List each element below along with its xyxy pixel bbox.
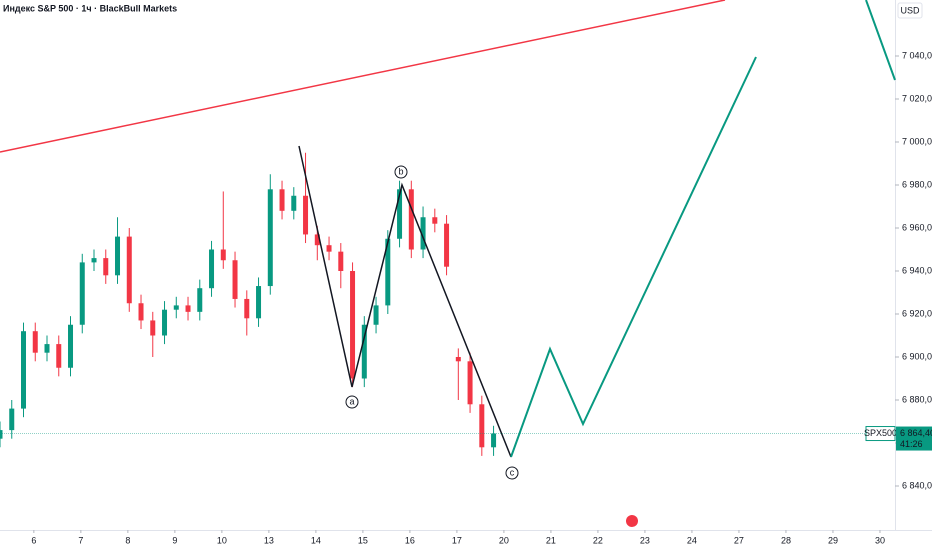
- candle-body: [326, 245, 332, 252]
- candle-body: [361, 324, 367, 379]
- candle-body: [68, 324, 74, 368]
- x-tick-label: 20: [499, 535, 509, 545]
- candle-body: [267, 189, 273, 287]
- x-tick-label: 7: [78, 535, 83, 545]
- candle-body: [173, 305, 179, 310]
- candle-body: [9, 408, 15, 431]
- candle-body: [138, 303, 144, 321]
- candle-body: [115, 236, 121, 276]
- candle-body: [209, 249, 215, 289]
- x-tick-label: 21: [546, 535, 556, 545]
- x-tick-label: 13: [264, 535, 274, 545]
- x-tick-label: 16: [405, 535, 415, 545]
- candle-body: [150, 320, 156, 336]
- candle-body: [455, 356, 461, 362]
- y-tick-label: 6 980,00: [902, 179, 932, 189]
- candle-body: [0, 430, 3, 439]
- candle-body: [420, 217, 426, 250]
- candles: [0, 152, 497, 456]
- candle-body: [279, 189, 285, 211]
- x-tick-label: 10: [217, 535, 227, 545]
- x-tick-label: 14: [311, 535, 321, 545]
- x-tick-label: 9: [172, 535, 177, 545]
- event-icon[interactable]: [626, 515, 638, 527]
- candle-body: [467, 361, 473, 405]
- candle-body: [432, 217, 438, 224]
- x-tick-label: 29: [828, 535, 838, 545]
- wave-abc: [298, 145, 512, 458]
- y-tick-label: 6 880,00: [902, 394, 932, 404]
- candle-body: [373, 305, 379, 325]
- candle-body: [56, 344, 62, 368]
- candle-body: [244, 298, 250, 319]
- y-tick-label: 6 960,00: [902, 222, 932, 232]
- y-tick-label: 7 000,00: [902, 136, 932, 146]
- x-tick-label: 28: [781, 535, 791, 545]
- candle-body: [197, 288, 203, 312]
- x-tick-label: 23: [640, 535, 650, 545]
- candle-body: [103, 258, 109, 276]
- y-tick-label: 6 900,00: [902, 351, 932, 361]
- wave-label: a: [349, 396, 354, 406]
- projection: [510, 56, 757, 458]
- x-tick-label: 6: [31, 535, 36, 545]
- price-box: [896, 426, 932, 451]
- projection: [865, 0, 896, 81]
- candle-body: [479, 404, 485, 448]
- trend-line: [0, 0, 726, 153]
- wave-marker: [345, 395, 359, 409]
- currency: USD: [900, 5, 920, 15]
- candle-body: [291, 195, 297, 211]
- x-tick-label: 24: [687, 535, 697, 545]
- candle-body: [91, 258, 97, 263]
- x-tick-label: 27: [734, 535, 744, 545]
- x-tick-label: 8: [125, 535, 130, 545]
- x-tick-label: 30: [875, 535, 885, 545]
- x-tick-label: 15: [358, 535, 368, 545]
- candle-body: [32, 331, 38, 353]
- candle-body: [350, 270, 356, 379]
- countdown: 41:26: [900, 439, 923, 449]
- symbol-label: SPX500: [864, 428, 897, 438]
- chart-title: Индекс S&P 500 · 1ч · BlackBull Markets: [3, 3, 177, 13]
- x-tick-label: 22: [593, 535, 603, 545]
- candle-body: [314, 234, 320, 246]
- candle-body: [79, 262, 85, 325]
- candle-body: [21, 331, 27, 409]
- candle-body: [491, 433, 497, 448]
- candle-body: [303, 195, 309, 235]
- wave-marker: [505, 466, 519, 480]
- candle-body: [444, 223, 450, 267]
- x-tick-label: 17: [452, 535, 462, 545]
- y-tick-label: 7 040,00: [902, 50, 932, 60]
- candle-body: [126, 236, 132, 304]
- y-tick-label: 6 840,00: [902, 480, 932, 490]
- currency-box[interactable]: [897, 2, 923, 19]
- symbol-box: [865, 426, 896, 442]
- candle-body: [232, 260, 238, 299]
- candle-body: [44, 344, 50, 353]
- wave-marker: [394, 165, 408, 179]
- candle-body: [338, 251, 344, 271]
- y-tick-label: 6 940,00: [902, 265, 932, 275]
- candle-body: [185, 305, 191, 312]
- wave-label: c: [510, 467, 515, 477]
- candle-body: [256, 286, 262, 319]
- price-label: 6 864,40: [900, 428, 932, 438]
- wave-label: b: [398, 166, 403, 176]
- y-tick-label: 6 920,00: [902, 308, 932, 318]
- candle-body: [397, 189, 403, 239]
- candle-body: [220, 249, 226, 261]
- candle-body: [408, 189, 414, 250]
- candle-body: [162, 309, 168, 336]
- candle-body: [385, 238, 391, 306]
- y-tick-label: 7 020,00: [902, 93, 932, 103]
